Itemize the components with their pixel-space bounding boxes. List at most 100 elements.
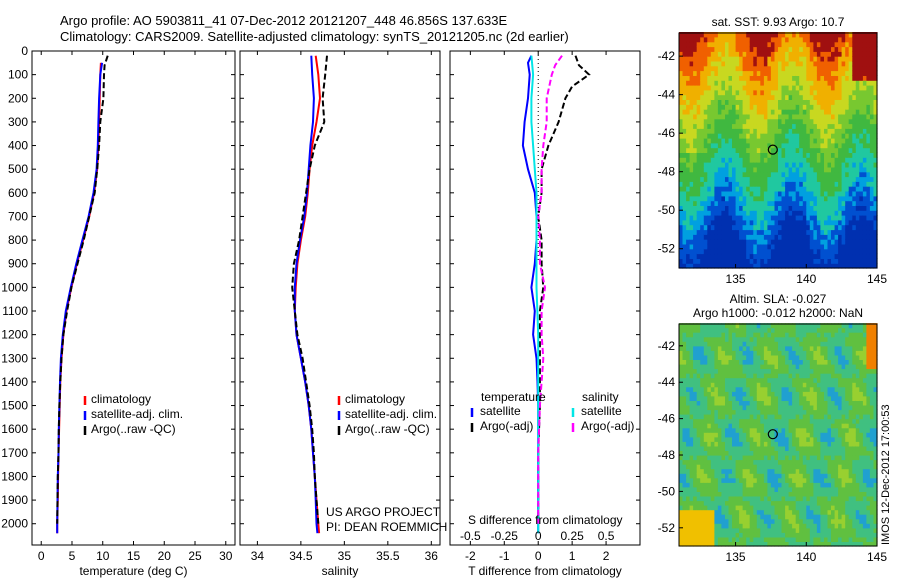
sst-map-cell	[710, 65, 715, 72]
sst-map-cell	[714, 234, 719, 240]
sst-map-cell	[689, 210, 694, 216]
sst-map-cell	[813, 224, 818, 231]
sla-map-cell	[696, 414, 701, 420]
salinity-legend-entry: satellite-adj. clim.	[345, 407, 437, 421]
sst-map-cell	[852, 142, 857, 149]
sst-map-cell	[717, 147, 722, 153]
sla-map-cell	[710, 336, 715, 342]
sla-map-cell	[703, 323, 708, 329]
sla-map-cell	[802, 445, 807, 451]
sst-map-cell	[827, 186, 832, 192]
sst-map-cell	[809, 94, 814, 100]
sla-map-cell	[749, 354, 754, 360]
sst-map-cell	[735, 234, 740, 240]
sst-map-cell	[700, 166, 705, 173]
sst-map-cell	[788, 258, 793, 264]
sla-map-cell	[753, 541, 758, 547]
sla-map-cell	[785, 491, 790, 497]
sst-map-cell	[767, 205, 772, 211]
sla-map-cell	[703, 373, 708, 379]
sla-map-cell	[739, 395, 744, 401]
sst-map-cell	[788, 166, 793, 173]
sst-map-cell	[732, 239, 737, 245]
sst-map-cell	[703, 113, 708, 120]
sst-map-cell	[866, 46, 871, 52]
sst-map-cell	[721, 56, 726, 62]
sst-map-cell	[725, 94, 730, 100]
sst-map-cell	[728, 219, 733, 226]
sst-map-cell	[781, 36, 786, 43]
sst-map-cell	[834, 219, 839, 226]
sla-map-cell	[739, 414, 744, 420]
sst-map-cell	[703, 243, 708, 250]
sla-map-cell	[820, 518, 825, 524]
sst-map-cell	[781, 85, 786, 91]
sst-map-cell	[728, 147, 733, 153]
sst-map-cell	[781, 253, 786, 259]
sst-map-cell	[795, 85, 800, 91]
sst-map-cell	[732, 219, 737, 226]
temperature-legend-entry: satellite-adj. clim.	[91, 407, 183, 421]
sla-map-cell	[781, 468, 786, 474]
sst-map-cell	[785, 99, 790, 105]
sst-map-cell	[714, 51, 719, 57]
sst-map-cell	[831, 171, 836, 178]
sst-map-cell	[781, 157, 786, 163]
sst-map-cell	[763, 51, 768, 57]
sst-map-cell	[831, 162, 836, 168]
sla-map-cell	[710, 464, 715, 470]
sst-map-cell	[732, 56, 737, 62]
sla-map-cell	[732, 373, 737, 379]
sla-map-cell	[742, 427, 747, 433]
sst-map-cell	[686, 46, 691, 52]
sla-map-cell	[753, 527, 758, 533]
sst-map-cell	[813, 181, 818, 187]
sst-map-cell	[848, 118, 853, 125]
sla-map-cell	[703, 341, 708, 347]
sla-map-cell	[795, 395, 800, 401]
sla-map-cell	[774, 409, 779, 415]
sst-map-cell	[746, 109, 751, 115]
sst-map-cell	[725, 166, 730, 173]
sla-map-cell	[703, 445, 708, 451]
sst-map-cell	[742, 166, 747, 173]
sla-map-cell	[802, 345, 807, 351]
sst-map-cell	[707, 152, 712, 158]
sst-map-cell	[753, 60, 758, 67]
sla-map-cell	[749, 450, 754, 456]
sla-map-cell	[799, 405, 804, 411]
sst-map-cell	[735, 176, 740, 182]
sst-map-cell	[760, 109, 765, 115]
sst-map-cell	[739, 195, 744, 202]
sst-map-cell	[852, 118, 857, 125]
sla-map-cell	[710, 391, 715, 397]
sst-map-cell	[767, 258, 772, 264]
sla-map-cell	[710, 500, 715, 506]
temperature-xtick-label: 30	[219, 549, 233, 563]
sst-map-cell	[742, 234, 747, 240]
sst-map-cell	[862, 171, 867, 178]
sla-map-cell	[799, 414, 804, 420]
sla-map-cell	[756, 332, 761, 338]
sla-map-cell	[700, 536, 705, 542]
sla-map-cell	[739, 473, 744, 479]
sla-map-cell	[770, 491, 775, 497]
sla-map-cell	[714, 464, 719, 470]
sla-map-cell	[774, 377, 779, 383]
sla-map-cell	[806, 400, 811, 406]
sla-map-cell	[760, 532, 765, 538]
sst-map-cell	[778, 80, 783, 86]
sst-map-cell	[735, 85, 740, 91]
sst-map-cell	[862, 181, 867, 187]
sst-map-cell	[735, 65, 740, 72]
sla-map-cell	[770, 527, 775, 533]
sst-map-cell	[802, 60, 807, 67]
sst-map-cell	[838, 133, 843, 139]
sla-map-cell	[756, 482, 761, 488]
sst-map-cell	[869, 200, 874, 206]
sla-map-cell	[700, 409, 705, 415]
sst-map-cell	[802, 224, 807, 231]
sst-map-cell	[792, 200, 797, 206]
sla-map-cell	[774, 523, 779, 529]
sla-map-cell	[792, 359, 797, 365]
